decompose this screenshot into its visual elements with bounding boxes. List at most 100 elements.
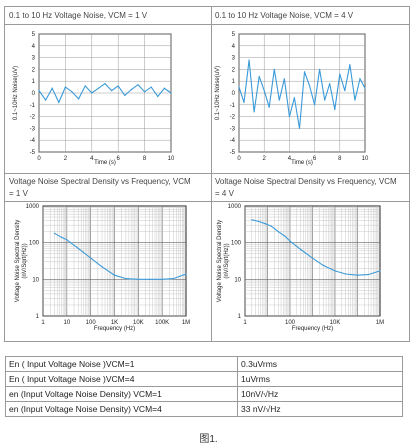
chart2-xtick-label: 10 <box>362 156 369 162</box>
chart4-data-point <box>379 270 381 272</box>
table-cell-parameter: En ( Input Voltage Noise )VCM=4 <box>5 371 238 387</box>
chart2-ytick-label: 2 <box>232 67 236 73</box>
chart3-data-point <box>77 247 79 249</box>
chart4-ytick-label: 100 <box>231 241 242 247</box>
chart4-data-point <box>257 220 260 223</box>
chart4-data-point <box>300 248 302 251</box>
chart4-data-point <box>322 264 324 266</box>
table-cell-value: 33 nV/√Hz <box>237 401 403 417</box>
figure-grid: 0.1 to 10 Hz Voltage Noise, VCM = 1 V 0.… <box>4 6 410 342</box>
chart3-xtick-label: 10K <box>133 320 144 326</box>
chart1-data-point <box>91 92 93 94</box>
chart2-xtick-label: 6 <box>313 156 317 162</box>
chart3-data-point <box>172 277 175 280</box>
chart2-data-point <box>308 85 311 87</box>
chart1-ytick-label: -1 <box>30 103 36 109</box>
chart4-data-point <box>277 231 279 233</box>
chart4-series-line <box>251 219 381 276</box>
chart3-ytick-label: 1 <box>36 314 40 320</box>
chart1-data-point <box>84 85 86 87</box>
panel4-title-line2: = 4 V <box>215 189 234 198</box>
chart2-ytick-label: 1 <box>232 79 236 85</box>
table-row: en (Input Voltage Noise Density) VCM=1 10… <box>5 386 403 402</box>
chart3-xtick-label: 10 <box>63 320 70 326</box>
chart1-ytick-label: 5 <box>32 32 36 38</box>
chart4-yaxis-label-unit: (nV/Sqrt(Hz)) <box>224 243 230 278</box>
chart1-xtick-label: 6 <box>117 156 121 162</box>
chart1-data-point <box>58 101 60 104</box>
chart1-ytick-label: -3 <box>30 126 36 132</box>
chart1-xtick-label: 10 <box>168 156 175 162</box>
chart2-yaxis-label: 0.1~10Hz Noise(uV) <box>215 66 221 120</box>
table-cell-value: 10nV/√Hz <box>237 386 403 402</box>
chart1-data-point <box>117 85 119 87</box>
chart1-ytick-label: 3 <box>32 56 36 62</box>
chart1-data-point <box>97 87 99 89</box>
chart3-xtick-label: 100 <box>86 320 97 326</box>
chart2-data-point <box>258 75 260 78</box>
table-cell-parameter: En ( Input Voltage Noise )VCM=1 <box>5 356 238 372</box>
chart1-data-point <box>150 86 152 88</box>
table-cell-value: 1uVrms <box>237 371 403 387</box>
panel3-title-line2: = 1 V <box>9 189 28 198</box>
chart4-ytick-label: 1000 <box>228 204 242 210</box>
chart1-xaxis-label: Time (s) <box>94 160 116 166</box>
chart2-data-point <box>288 116 290 118</box>
chart2-data-point <box>273 68 275 70</box>
chart1-data-point <box>137 84 139 86</box>
chart3-xtick-label: 1M <box>182 320 190 326</box>
chart1-ytick-label: 0 <box>32 91 36 97</box>
chart3-data-point <box>90 257 92 259</box>
chart3-data-point <box>53 232 55 234</box>
chart3-xtick-label: 1 <box>41 320 45 326</box>
chart1-ytick-label: 2 <box>32 67 36 73</box>
chart1-xtick-label: 4 <box>90 156 94 162</box>
chart1-data-point <box>157 95 159 98</box>
chart2-data-point <box>253 111 255 113</box>
chart1-ytick-label: -2 <box>30 115 36 121</box>
chart1-data-point <box>71 91 73 93</box>
chart2-data-point <box>268 106 270 108</box>
panel4-title-line1: Voltage Noise Spectral Density vs Freque… <box>215 177 397 186</box>
chart2-data-point <box>248 59 250 61</box>
chart2-xaxis-label: Time (s) <box>291 160 313 166</box>
table-cell-value: 0.3uVrms <box>237 356 403 372</box>
table-cell-parameter: en (Input Voltage Noise Density) VCM=1 <box>5 386 238 402</box>
chart3-data-point <box>66 239 68 241</box>
chart3-data-point <box>101 266 103 268</box>
chart1-yaxis-label: 0.1~10Hz Noise(uV) <box>13 66 19 120</box>
chart2-data-point <box>349 64 351 66</box>
chart3-xaxis-label: Frequency (Hz) <box>94 326 135 332</box>
chart1-data-point <box>170 92 172 94</box>
chart3-data-point <box>149 278 151 280</box>
grid-divider-vertical <box>211 7 212 341</box>
chart3-data-point <box>161 278 163 280</box>
chart4-data-point <box>251 219 253 221</box>
chart2-data-point <box>364 87 366 89</box>
table-row: en (Input Voltage Noise Density) VCM=4 33… <box>5 401 403 417</box>
chart1-data-point <box>111 90 113 92</box>
chart2-ytick-label: -3 <box>230 126 236 132</box>
chart4-data-point <box>270 225 273 227</box>
chart4-ytick-label: 1 <box>238 314 242 320</box>
table-cell-parameter: en (Input Voltage Noise Density) VCM=4 <box>5 401 238 417</box>
chart1-data-point <box>51 87 53 89</box>
panel3-title-line1: Voltage Noise Spectral Density vs Freque… <box>9 177 191 186</box>
chart2-data-point <box>329 82 331 85</box>
chart2-data-point <box>293 97 296 99</box>
chart4-data-point <box>334 270 336 272</box>
chart4-xtick-label: 100 <box>285 320 296 326</box>
grid-divider-1 <box>5 24 409 25</box>
chart4-data-point <box>289 240 291 242</box>
chart2-ytick-label: -2 <box>230 115 236 121</box>
chart1-data-point <box>130 88 132 91</box>
chart1-ytick-label: -4 <box>30 138 36 144</box>
grid-divider-3 <box>5 201 409 202</box>
chart2-data-point <box>283 78 285 80</box>
chart2-ytick-label: 4 <box>232 44 236 50</box>
chart2-ytick-label: 3 <box>232 56 236 62</box>
chart3-xtick-label: 1K <box>111 320 118 326</box>
chart1-xtick-label: 2 <box>64 156 68 162</box>
chart3-yaxis-label: Voltage Noise Spectral Density <box>15 220 21 302</box>
